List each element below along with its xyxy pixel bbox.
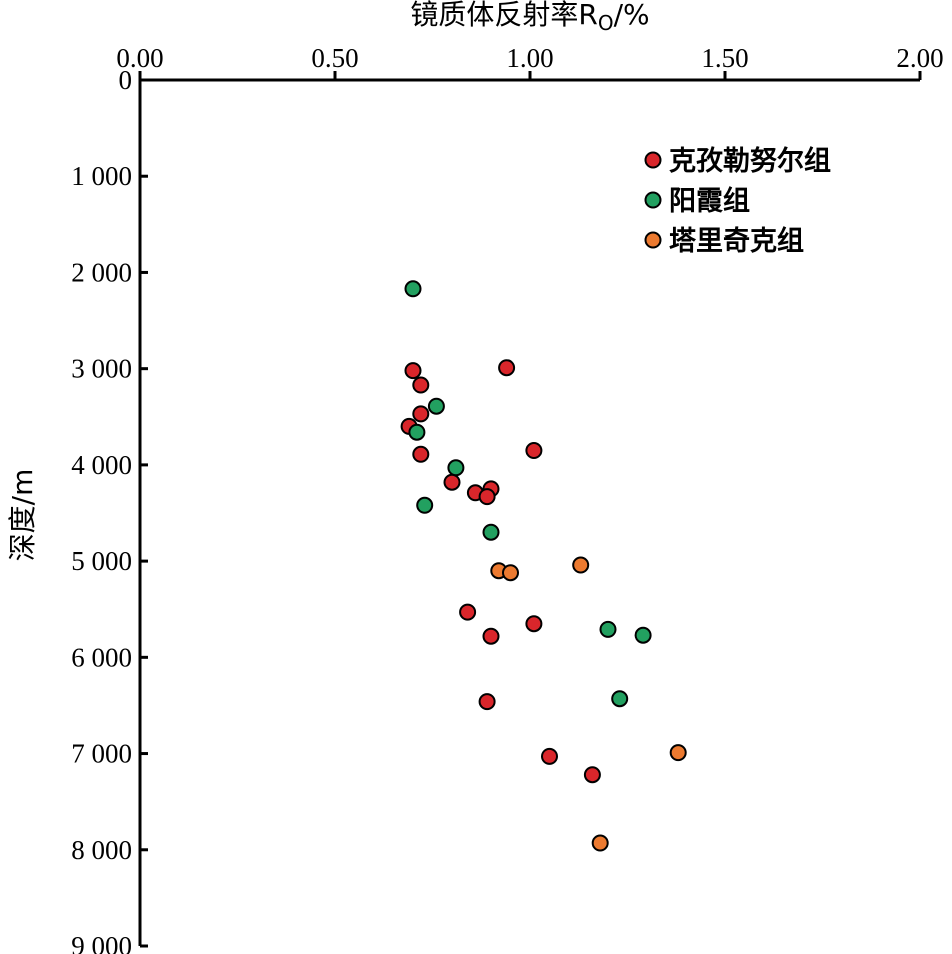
data-point-series-2 [404,280,422,298]
data-point-series-1 [459,603,477,621]
data-point-series-3 [572,556,590,574]
data-point-series-1 [482,627,500,645]
data-point-series-2 [611,690,629,708]
x-tick-label: 2.00 [896,43,943,73]
x-tick-label: 1.50 [701,43,748,73]
x-axis-title-subscript: O [598,11,614,35]
x-axis-ticks: 0.00 0.50 1.00 1.50 2.00 [116,43,944,80]
data-point-series-1 [478,693,496,711]
data-point-series-2 [427,397,445,415]
data-point-series-1 [541,747,558,765]
y-tick-label: 9 000 [71,931,132,954]
legend-marker [644,231,662,249]
data-point-series-1 [478,488,496,506]
y-tick-label: 1 000 [71,161,132,191]
y-tick-label: 2 000 [71,257,132,287]
y-tick-label: 4 000 [71,450,132,480]
data-point-series-1 [583,766,601,784]
legend-label: 阳霞组 [669,185,750,217]
y-tick-label: 6 000 [71,642,132,672]
legend-label: 克孜勒努尔组 [669,145,831,177]
data-point-series-3 [591,834,609,852]
y-tick-label: 8 000 [71,835,132,865]
x-tick-label: 1.00 [506,43,553,73]
y-tick-label: 3 000 [71,354,132,384]
data-point-series-1 [404,362,422,380]
x-axis-title-main: 镜质体反射率R [410,0,597,31]
x-axis-title-unit: /% [614,0,650,31]
data-point-series-1 [412,376,430,394]
data-point-series-2 [408,423,426,441]
data-point-series-2 [447,459,465,477]
data-point-series-1 [525,615,543,633]
y-tick-label: 5 000 [71,546,132,576]
data-point-series-2 [416,496,434,514]
data-points [400,280,687,852]
data-point-series-3 [502,564,519,582]
legend-label: 塔里奇克组 [669,225,804,257]
legend-marker [644,151,662,169]
data-point-series-3 [669,744,687,762]
y-axis-title: 深度/m [6,469,39,562]
data-point-series-1 [412,405,430,423]
data-point-series-1 [443,473,461,491]
y-axis-ticks: 0 1 000 2 000 3 000 4 000 5 000 6 000 7 000 8 00… [71,65,148,954]
x-tick-label: 0.00 [116,43,163,73]
legend-marker [644,191,662,209]
y-tick-label: 0 [119,65,133,95]
data-point-series-1 [525,442,543,459]
x-axis-title: 镜质体反射率RO/% [410,0,649,35]
data-point-series-2 [634,626,652,644]
y-tick-label: 7 000 [71,739,132,769]
data-point-series-1 [498,359,516,377]
data-point-series-2 [482,523,500,541]
data-point-series-2 [599,620,617,638]
x-tick-label: 0.50 [311,43,358,73]
data-point-series-1 [412,445,430,463]
